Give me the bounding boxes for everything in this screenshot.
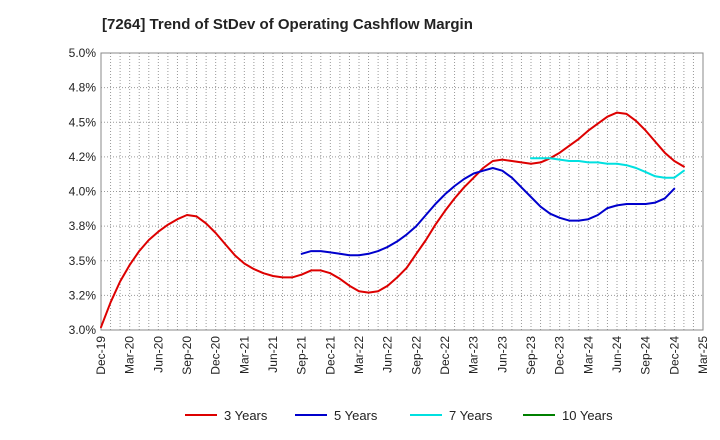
- chart-title: [7264] Trend of StDev of Operating Cashf…: [102, 16, 473, 33]
- x-tick-label: Sep-21: [295, 336, 309, 375]
- x-tick-label: Sep-24: [639, 336, 653, 375]
- x-tick-label: Jun-24: [610, 336, 624, 373]
- y-tick-label: 3.0%: [69, 323, 97, 337]
- x-tick-label: Mar-20: [123, 336, 137, 374]
- x-tick-label: Mar-24: [581, 336, 595, 374]
- y-tick-label: 4.5%: [69, 115, 97, 129]
- series-line-7-years: [530, 157, 685, 179]
- y-tick-label: 5.0%: [69, 46, 97, 60]
- legend-label: 10 Years: [562, 408, 613, 423]
- x-tick-label: Dec-23: [553, 336, 567, 375]
- x-tick-label: Jun-21: [266, 336, 280, 373]
- y-tick-label: 4.0%: [69, 185, 97, 199]
- x-tick-label: Mar-21: [237, 336, 251, 374]
- y-tick-label: 3.8%: [69, 219, 97, 233]
- x-tick-label: Dec-21: [323, 336, 337, 375]
- legend-label: 7 Years: [449, 408, 493, 423]
- legend-label: 3 Years: [224, 408, 268, 423]
- series-line-3-years: [100, 111, 685, 329]
- x-tick-label: Mar-23: [467, 336, 481, 374]
- plot-border: [100, 52, 704, 331]
- x-tick-label: Mar-22: [352, 336, 366, 374]
- y-tick-label: 4.2%: [69, 150, 97, 164]
- y-tick-label: 3.5%: [69, 254, 97, 268]
- x-tick-label: Dec-24: [667, 336, 681, 375]
- y-tick-label: 3.2%: [69, 288, 97, 302]
- x-tick-label: Sep-22: [409, 336, 423, 375]
- y-tick-label: 4.8%: [69, 81, 97, 95]
- x-tick-label: Dec-19: [94, 336, 108, 375]
- x-tick-label: Dec-20: [209, 336, 223, 375]
- x-tick-label: Sep-20: [180, 336, 194, 375]
- x-tick-label: Jun-20: [151, 336, 165, 373]
- x-tick-label: Sep-23: [524, 336, 538, 375]
- series-line-5-years: [300, 167, 676, 257]
- x-tick-label: Dec-22: [438, 336, 452, 375]
- legend-label: 5 Years: [334, 408, 378, 423]
- x-tick-label: Jun-23: [495, 336, 509, 373]
- x-tick-label: Jun-22: [381, 336, 395, 373]
- x-tick-label: Mar-25: [696, 336, 710, 374]
